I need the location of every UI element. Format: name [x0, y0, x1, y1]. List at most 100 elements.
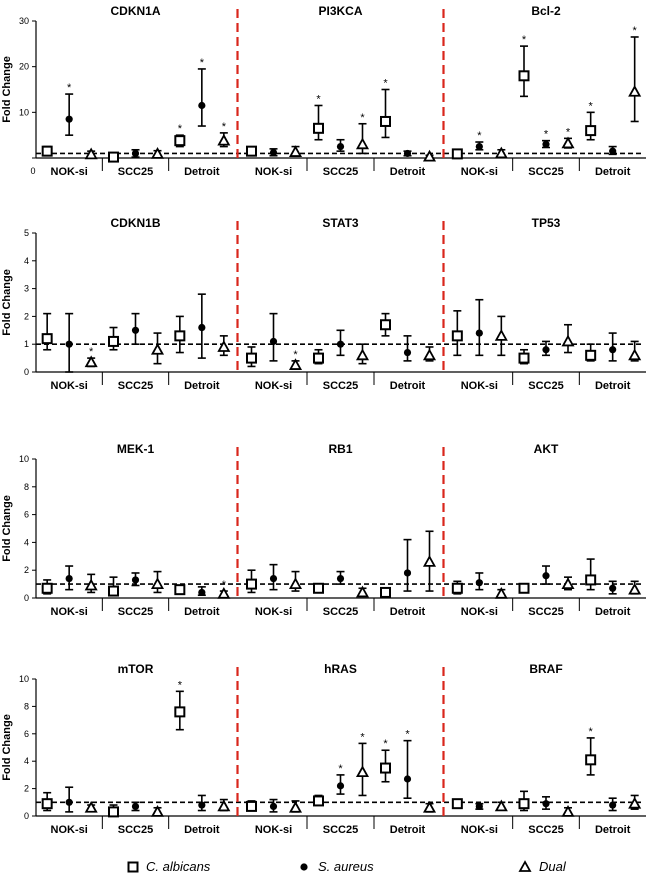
marker-ca — [585, 754, 597, 766]
data-point-ca — [585, 737, 597, 776]
data-point-sa — [608, 797, 617, 812]
data-point-ca — [585, 343, 597, 362]
marker-dual — [288, 800, 303, 813]
category-label: SCC25 — [528, 606, 563, 618]
y-tick-label: 2 — [24, 565, 29, 575]
legend-label-ca: C. albicans — [146, 859, 211, 874]
significance-star: * — [589, 100, 594, 112]
data-point-dual — [561, 576, 575, 591]
marker-dual — [422, 348, 437, 361]
marker-sa — [131, 802, 140, 811]
y-tick-label: 6 — [24, 729, 29, 739]
data-point-ca — [41, 791, 53, 812]
marker-dual — [561, 334, 575, 347]
panel-title: STAT3 — [322, 216, 359, 230]
panel-title: CDKN1B — [110, 216, 160, 230]
significance-star: * — [67, 82, 72, 94]
y-tick-label: 8 — [24, 701, 29, 711]
marker-ca — [108, 585, 119, 597]
data-point-sa — [65, 93, 74, 136]
marker-ca — [246, 145, 257, 157]
legend-marker-ca — [127, 861, 139, 873]
marker-sa — [403, 348, 412, 357]
y-axis-title: Fold Change — [1, 495, 13, 562]
category-label: Detroit — [184, 824, 220, 836]
data-point-sa — [336, 774, 345, 795]
data-point-dual — [150, 805, 165, 817]
category-label: SCC25 — [528, 824, 563, 836]
marker-sa — [542, 572, 550, 580]
data-point-ca — [41, 579, 53, 595]
y-tick-label: 10 — [19, 107, 29, 117]
significance-star: * — [89, 346, 94, 358]
y-tick-label: 2 — [24, 311, 29, 321]
data-point-sa — [336, 138, 345, 152]
data-point-dual — [355, 122, 370, 155]
marker-dual — [628, 796, 642, 809]
category-label: NOK-si — [255, 380, 292, 392]
marker-sa — [131, 326, 140, 334]
category-label: Detroit — [595, 380, 631, 392]
data-point-ca — [518, 790, 530, 812]
data-point-dual — [84, 800, 98, 813]
data-point-sa — [269, 312, 278, 362]
marker-ca — [174, 135, 186, 147]
data-point-ca — [585, 558, 597, 591]
marker-dual — [288, 145, 303, 157]
category-label: SCC25 — [323, 380, 358, 392]
category-label: NOK-si — [255, 166, 292, 178]
marker-sa — [269, 574, 278, 583]
data-point-ca — [41, 145, 53, 157]
marker-dual — [561, 805, 575, 817]
category-label: SCC25 — [118, 166, 153, 178]
data-point-dual — [628, 340, 642, 362]
marker-ca — [41, 798, 53, 810]
data-point-ca — [518, 45, 530, 98]
data-point-ca — [380, 88, 391, 139]
marker-sa — [403, 569, 412, 577]
data-point-ca — [108, 576, 119, 597]
significance-star: * — [589, 726, 594, 738]
panel-title: MEK-1 — [117, 442, 155, 456]
marker-dual — [84, 800, 98, 813]
data-point-dual — [217, 798, 231, 812]
data-point-sa — [65, 565, 74, 591]
category-label: Detroit — [184, 606, 220, 618]
marker-dual — [288, 358, 303, 370]
data-point-dual — [217, 132, 231, 148]
marker-ca — [174, 330, 186, 342]
data-point-ca — [108, 804, 119, 818]
data-point-sa — [269, 148, 278, 157]
category-label: SCC25 — [323, 606, 358, 618]
marker-dual — [628, 582, 642, 595]
category-label: NOK-si — [255, 824, 292, 836]
panel-title: TP53 — [532, 216, 561, 230]
data-point-sa — [475, 802, 484, 811]
data-point-dual — [628, 36, 642, 123]
y-tick-label: 20 — [19, 62, 29, 72]
marker-dual — [494, 329, 508, 341]
marker-ca — [108, 335, 119, 347]
marker-dual — [217, 133, 231, 146]
marker-sa — [65, 115, 73, 123]
significance-star: * — [360, 112, 365, 124]
marker-sa — [542, 140, 550, 148]
significance-star: * — [178, 123, 183, 135]
data-point-sa — [542, 565, 550, 585]
marker-dual — [150, 577, 165, 589]
marker-dual — [561, 136, 575, 149]
marker-sa — [403, 775, 412, 783]
legend-label-dual: Dual — [539, 859, 567, 874]
marker-dual — [84, 147, 98, 160]
marker-ca — [451, 330, 463, 342]
data-point-dual — [628, 580, 642, 595]
data-point-ca — [451, 580, 463, 595]
marker-dual — [628, 348, 642, 361]
marker-ca — [380, 762, 391, 774]
data-point-dual — [494, 315, 508, 357]
data-point-ca — [380, 749, 391, 783]
marker-ca — [108, 151, 119, 163]
data-point-dual — [288, 145, 303, 157]
category-label: Detroit — [390, 380, 426, 392]
data-point-dual — [84, 573, 98, 594]
